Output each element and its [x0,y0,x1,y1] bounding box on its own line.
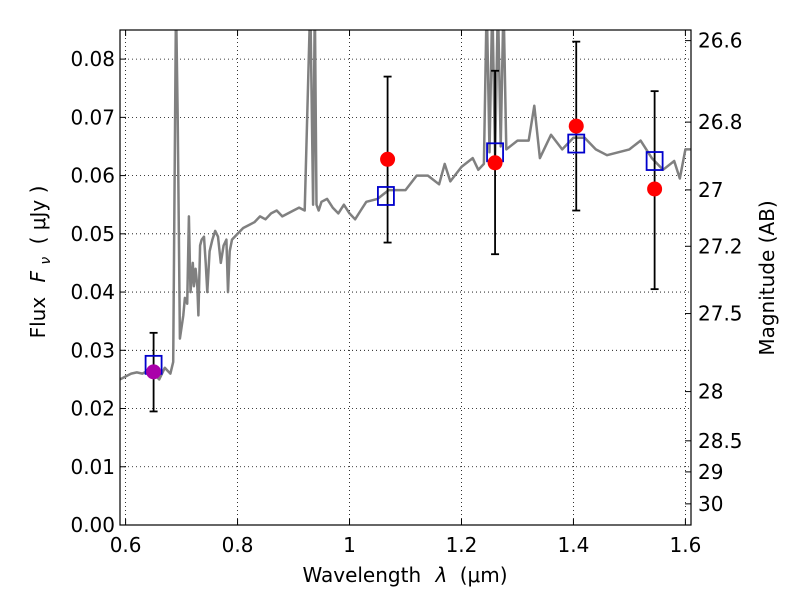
y-tick-label: 0.04 [70,280,115,304]
y2-tick-label: 26.8 [698,110,743,134]
plot-area [120,30,691,413]
y-axis-label-subscript: ν [38,257,54,265]
y2-tick-label: 27.2 [698,234,743,258]
x-axis-label-unit: (μm) [460,563,508,587]
y2-axis-label: Magnitude (AB) [755,200,779,355]
observed-point [487,155,503,171]
x-tick-label: 1.4 [558,533,590,557]
observed-point [568,118,584,134]
y2-axis-ticks: 26.6 26.8 27 27.2 27.5 28 28.5 29 30 [685,29,743,516]
x-axis-label-prefix: Wavelength [302,563,421,587]
y-tick-label: 0.07 [70,105,115,129]
y2-tick-label: 28 [698,380,723,404]
observed-point [380,151,396,167]
axes-frame [119,29,692,526]
y-axis-label: Flux F ν ( μJy ) [26,186,55,339]
model-square-point [645,151,664,171]
y-tick-label: 0.06 [70,164,115,188]
model-square-point [377,186,395,206]
y2-tick-label: 27 [698,178,723,202]
observed-point [647,181,663,197]
y-tick-label: 0.00 [70,513,115,537]
y-tick-label: 0.05 [70,222,115,246]
y2-tick-label: 28.5 [698,429,743,453]
grid-lines [120,30,691,526]
observed-point [146,364,162,380]
x-tick-label: 0.8 [222,533,254,557]
y2-tick-label: 27.5 [698,302,743,326]
x-tick-label: 1.2 [446,533,478,557]
y-tick-label: 0.02 [70,397,115,421]
y2-tick-label: 29 [698,460,723,484]
x-axis-ticks: 0.6 0.8 1 1.2 1.4 1.6 [110,30,701,557]
y-tick-label: 0.01 [70,455,115,479]
y-axis-label-symbol: F [26,270,50,282]
y-axis-label-prefix: Flux [26,297,50,339]
model-square-point [567,133,586,154]
x-tick-label: 0.6 [110,533,142,557]
x-axis-label-symbol: λ [435,563,448,587]
y-axis-ticks: 0.00 0.01 0.02 0.03 0.04 0.05 0.06 0.07 0.08 [70,47,126,537]
y-axis-label-unit: ( μJy ) [26,186,50,245]
y2-tick-label: 30 [698,492,723,516]
y-tick-label: 0.03 [70,338,115,362]
y2-tick-label: 26.6 [698,29,743,53]
y-tick-label: 0.08 [70,47,115,71]
x-axis-label: Wavelength λ (μm) [302,563,507,587]
x-tick-label: 1 [343,533,356,557]
x-tick-label: 1.6 [669,533,701,557]
template-spectrum-line [120,30,691,381]
